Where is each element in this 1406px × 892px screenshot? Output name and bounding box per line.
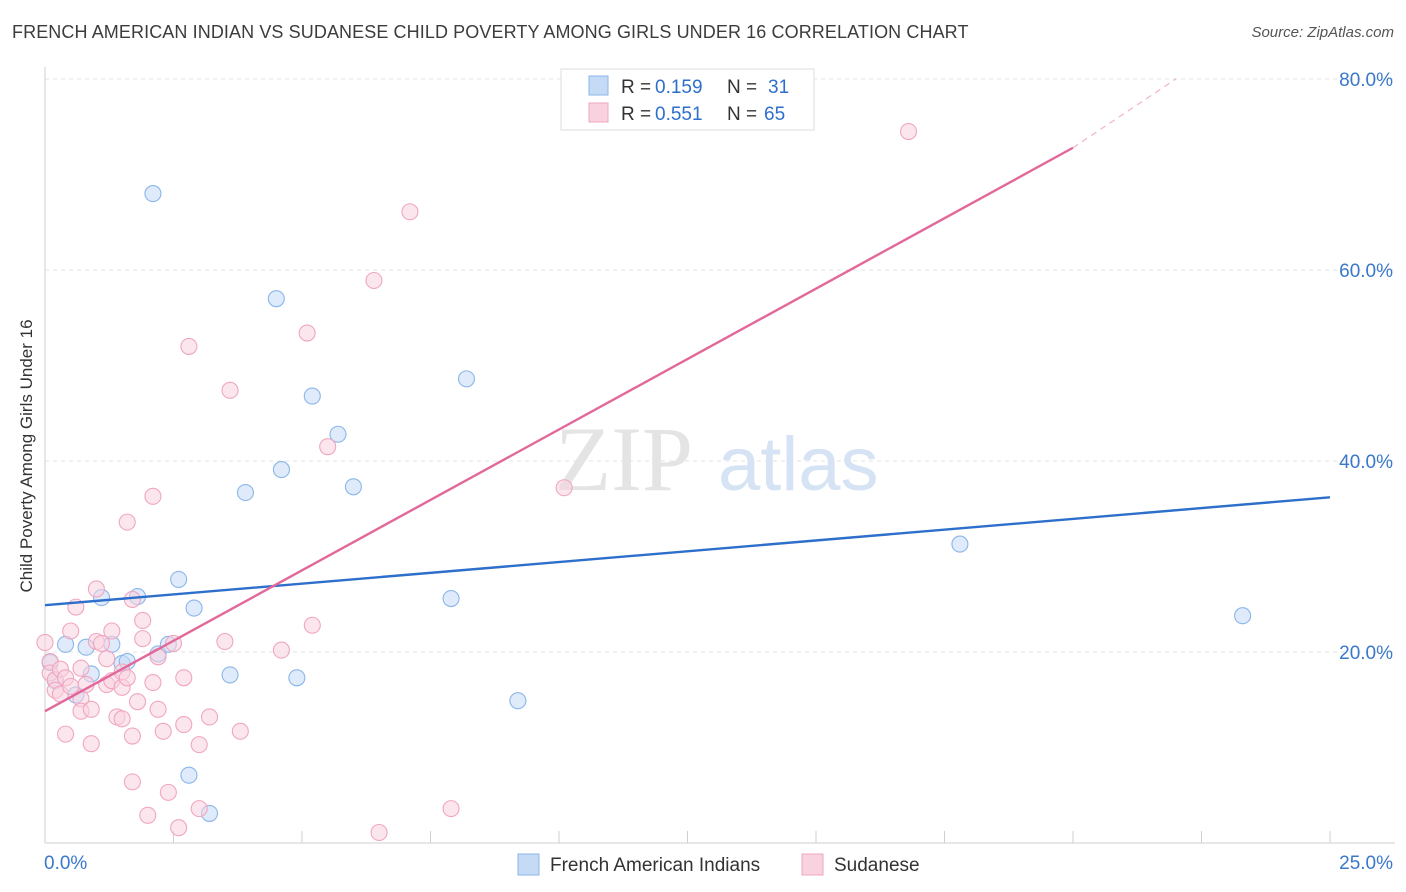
point-french-19	[236, 483, 255, 502]
point-sudanese-47	[175, 716, 193, 734]
point-sudanese-18	[87, 580, 105, 598]
point-sudanese-45	[170, 819, 188, 837]
point-french-23	[303, 387, 321, 405]
point-sudanese-48	[180, 337, 198, 355]
watermark-zip: ZIP	[555, 408, 693, 510]
y-tick-label-80: 80.0%	[1339, 70, 1393, 91]
point-sudanese-62	[442, 800, 460, 818]
stats-swatch-french	[588, 75, 609, 96]
point-sudanese-56	[298, 324, 316, 342]
stats-n-value-french: 31	[768, 77, 789, 98]
point-sudanese-37	[139, 806, 157, 824]
trend-extension-sudanese	[1072, 78, 1177, 149]
point-french-20	[267, 290, 285, 308]
y-tick-label-60: 60.0%	[1339, 261, 1393, 282]
point-french-15	[180, 766, 198, 784]
trend-line-french	[44, 496, 1331, 607]
point-french-11	[144, 185, 162, 203]
stats-r-value-french: 0.159	[655, 77, 703, 98]
point-sudanese-20	[92, 634, 111, 652]
point-french-22	[288, 669, 306, 687]
stats-r-label-sudanese: R =	[621, 104, 651, 125]
point-sudanese-35	[134, 611, 152, 630]
stats-r-value-sudanese: 0.551	[655, 104, 703, 125]
point-sudanese-30	[118, 669, 136, 687]
grid-layer	[45, 78, 1395, 653]
chart-title: FRENCH AMERICAN INDIAN VS SUDANESE CHILD…	[12, 22, 969, 42]
x-tick-label-max: 25.0%	[1339, 853, 1393, 874]
point-sudanese-22	[98, 650, 116, 668]
point-sudanese-34	[128, 693, 147, 711]
point-sudanese-53	[221, 381, 239, 399]
y-tick-label-20: 20.0%	[1339, 643, 1393, 664]
y-tick-label-40: 40.0%	[1339, 452, 1393, 473]
point-sudanese-49	[190, 736, 208, 754]
point-sudanese-41	[149, 700, 167, 718]
point-sudanese-59	[365, 271, 383, 290]
point-sudanese-55	[272, 641, 290, 659]
stats-legend: R = 0.159 N = 31 R = 0.551 N = 65	[560, 68, 815, 131]
point-french-16	[185, 599, 203, 617]
point-french-29	[951, 535, 969, 553]
point-french-30	[1234, 607, 1252, 625]
series-legend: French American Indians Sudanese	[517, 853, 920, 876]
point-sudanese-0	[36, 633, 54, 652]
trend-layer	[44, 78, 1331, 713]
point-sudanese-42	[154, 722, 172, 740]
y-axis-label: Child Poverty Among Girls Under 16	[17, 319, 36, 592]
point-sudanese-58	[319, 438, 337, 456]
point-french-27	[457, 370, 476, 388]
stats-swatch-sudanese	[588, 102, 609, 123]
point-sudanese-64	[899, 122, 918, 141]
point-sudanese-17	[82, 700, 100, 718]
point-sudanese-52	[216, 632, 234, 651]
point-sudanese-63	[555, 479, 573, 497]
point-sudanese-29	[118, 513, 136, 531]
point-sudanese-39	[144, 487, 162, 505]
stats-n-label-french: N =	[727, 77, 757, 98]
stats-n-label-sudanese: N =	[727, 104, 757, 125]
point-french-18	[221, 666, 239, 684]
point-sudanese-57	[303, 616, 321, 634]
axes-layer: 20.0% 40.0% 60.0% 80.0% 0.0% 25.0% Child Pover…	[17, 67, 1395, 874]
x-tick-label-min: 0.0%	[44, 853, 87, 874]
point-french-28	[509, 692, 527, 710]
point-sudanese-32	[123, 727, 141, 745]
point-french-26	[442, 589, 460, 608]
point-sudanese-51	[200, 708, 219, 726]
legend-label-sudanese: Sudanese	[834, 855, 920, 876]
point-french-21	[272, 461, 290, 479]
point-sudanese-46	[175, 669, 193, 687]
point-sudanese-26	[113, 710, 131, 728]
point-sudanese-43	[159, 783, 177, 801]
stats-n-value-sudanese: 65	[764, 104, 785, 125]
source-label: Source: ZipAtlas.com	[1251, 24, 1394, 41]
legend-label-french: French American Indians	[550, 855, 760, 876]
legend-swatch-sudanese	[801, 853, 824, 876]
point-french-25	[344, 478, 362, 496]
watermark: ZIP atlas	[555, 408, 879, 510]
point-sudanese-10	[62, 622, 80, 640]
point-french-14	[170, 570, 188, 588]
point-french-24	[329, 425, 347, 443]
point-sudanese-60	[370, 823, 388, 842]
point-sudanese-61	[401, 203, 419, 221]
point-sudanese-38	[144, 674, 162, 692]
point-sudanese-16	[82, 735, 100, 753]
point-sudanese-50	[190, 800, 208, 818]
stats-r-label-french: R =	[621, 77, 651, 98]
legend-swatch-french	[517, 853, 540, 876]
point-sudanese-36	[134, 630, 152, 648]
point-sudanese-31	[123, 773, 141, 791]
point-sudanese-14	[72, 659, 90, 677]
watermark-atlas: atlas	[718, 422, 879, 507]
point-sudanese-54	[231, 722, 249, 740]
point-sudanese-8	[57, 725, 75, 743]
trend-line-sudanese	[44, 146, 1074, 713]
point-sudanese-23	[103, 622, 121, 640]
